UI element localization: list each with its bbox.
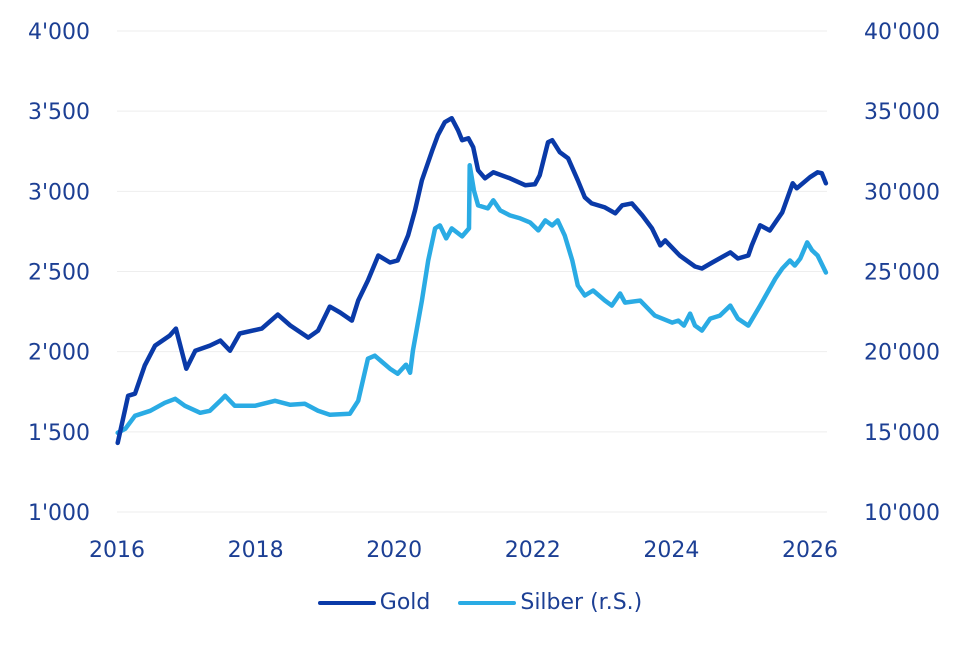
legend: Gold Silber (r.S.) <box>0 590 960 615</box>
legend-item-silver: Silber (r.S.) <box>458 590 642 615</box>
y-left-tick-label: 2'500 <box>28 261 90 286</box>
y-left-tick-label: 3'000 <box>28 180 90 205</box>
legend-label-silver: Silber (r.S.) <box>520 590 643 615</box>
y-right-tick-label: 25'000 <box>864 261 940 286</box>
x-axis: 2016 2018 2020 2022 2024 2026 <box>89 538 838 563</box>
y-right-tick-label: 35'000 <box>864 100 940 125</box>
x-tick-label: 2024 <box>643 538 699 563</box>
legend-swatch-gold <box>317 600 376 605</box>
y-right-tick-label: 15'000 <box>864 421 940 446</box>
y-left-tick-label: 1'000 <box>28 501 90 526</box>
y-right-tick-label: 40'000 <box>864 20 940 45</box>
y-right-tick-label: 30'000 <box>864 180 940 205</box>
y-axis-left: 1'000 1'500 2'000 2'500 3'000 3'500 4'000 <box>28 20 90 526</box>
series-line-silver <box>115 163 829 436</box>
y-left-tick-label: 2'000 <box>28 341 90 366</box>
legend-label-gold: Gold <box>379 590 431 615</box>
x-tick-label: 2020 <box>366 538 422 563</box>
x-tick-label: 2026 <box>782 538 838 563</box>
x-tick-label: 2016 <box>89 538 145 563</box>
y-left-tick-label: 3'500 <box>28 100 90 125</box>
x-tick-label: 2022 <box>505 538 561 563</box>
series-line-gold <box>115 115 829 446</box>
x-tick-label: 2018 <box>228 538 284 563</box>
legend-item-gold: Gold <box>317 590 431 615</box>
legend-swatch-silver <box>458 600 517 605</box>
series-lines <box>115 115 829 446</box>
y-right-tick-label: 20'000 <box>864 341 940 366</box>
y-left-tick-label: 4'000 <box>28 20 90 45</box>
y-left-tick-label: 1'500 <box>28 421 90 446</box>
gridlines <box>117 30 827 513</box>
y-axis-right: 10'000 15'000 20'000 25'000 30'000 35'000 40'0… <box>864 20 940 526</box>
y-right-tick-label: 10'000 <box>864 501 940 526</box>
